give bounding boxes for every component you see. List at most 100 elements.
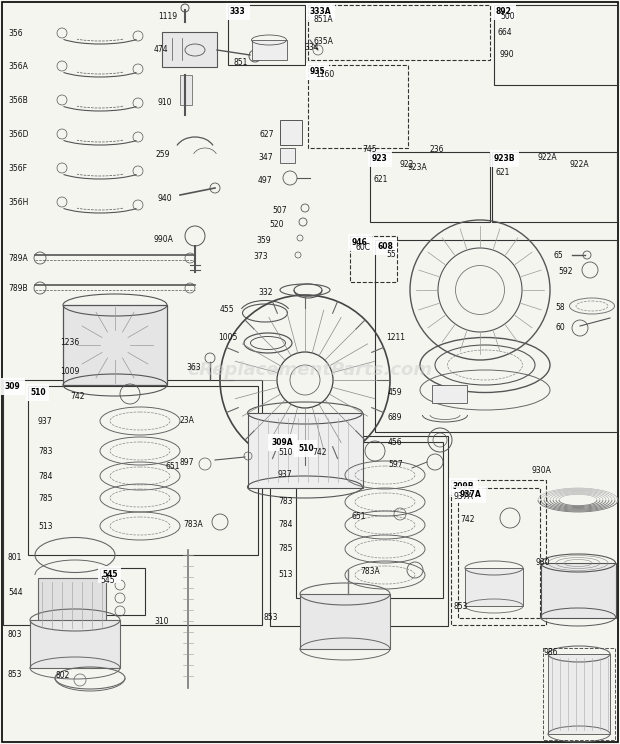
Text: 621: 621	[496, 168, 510, 177]
Text: 332: 332	[258, 288, 273, 297]
Text: 789B: 789B	[8, 284, 28, 293]
Text: 851: 851	[233, 58, 247, 67]
Bar	[300, 594, 390, 649]
Bar	[180, 75, 192, 105]
Bar	[350, 236, 397, 282]
Text: 55: 55	[386, 250, 396, 259]
Text: 742: 742	[460, 515, 474, 524]
Text: 1211: 1211	[386, 333, 405, 342]
Text: 937A: 937A	[460, 490, 482, 499]
Text: 1160: 1160	[315, 70, 334, 79]
Text: 356H: 356H	[8, 198, 29, 207]
Text: 544: 544	[8, 588, 22, 597]
Text: 474: 474	[154, 45, 169, 54]
Text: 259: 259	[155, 150, 169, 159]
Bar	[541, 563, 616, 618]
Text: 1009: 1009	[60, 367, 79, 376]
Bar	[370, 152, 490, 222]
Text: 651: 651	[352, 512, 366, 521]
Text: 363: 363	[186, 363, 201, 372]
Text: 783: 783	[278, 497, 293, 506]
Bar	[280, 120, 302, 145]
Bar	[270, 436, 448, 626]
Bar	[308, 5, 490, 60]
Text: 635A: 635A	[313, 37, 333, 46]
Text: 333A: 333A	[310, 7, 332, 16]
Text: 513: 513	[38, 522, 53, 531]
Text: 783: 783	[38, 447, 53, 456]
Text: 742: 742	[312, 448, 327, 457]
Text: 597: 597	[388, 460, 402, 469]
Text: 333: 333	[230, 7, 246, 16]
Text: 627: 627	[260, 130, 275, 139]
Bar	[451, 480, 546, 625]
Text: 784: 784	[38, 472, 53, 481]
Bar	[162, 32, 217, 67]
Text: 803: 803	[8, 630, 22, 639]
Text: 356F: 356F	[8, 164, 27, 173]
Bar	[38, 578, 106, 633]
Text: 946: 946	[352, 238, 368, 247]
Bar	[228, 5, 305, 65]
Text: 785: 785	[38, 494, 53, 503]
Text: 853: 853	[453, 602, 467, 611]
Text: 853: 853	[263, 613, 278, 622]
Text: 923: 923	[372, 154, 388, 163]
Bar	[375, 240, 617, 432]
Text: 455: 455	[220, 305, 234, 314]
Bar	[28, 386, 258, 555]
Bar	[30, 620, 120, 668]
Text: 651: 651	[165, 462, 180, 471]
Text: 935: 935	[310, 67, 326, 76]
Text: 789A: 789A	[8, 254, 28, 263]
Text: 456: 456	[388, 438, 402, 447]
Text: 459: 459	[388, 388, 402, 397]
Text: 853: 853	[8, 670, 22, 679]
Bar	[458, 488, 540, 618]
Text: 742: 742	[70, 392, 84, 401]
Text: 930A: 930A	[532, 466, 552, 475]
Text: 937A: 937A	[454, 492, 474, 501]
Text: 910: 910	[158, 98, 172, 107]
Text: 783A: 783A	[183, 520, 203, 529]
Bar	[492, 152, 617, 222]
Text: 334: 334	[304, 43, 319, 52]
Text: 1236: 1236	[60, 338, 79, 347]
Text: 923A: 923A	[407, 163, 427, 172]
Text: 592: 592	[558, 267, 572, 276]
Text: 930: 930	[535, 558, 549, 567]
Text: 60: 60	[555, 323, 565, 332]
Text: 922: 922	[400, 160, 414, 169]
Text: 608: 608	[377, 242, 393, 251]
Text: 65: 65	[554, 251, 564, 260]
Bar	[63, 305, 167, 385]
Text: 356D: 356D	[8, 130, 29, 139]
Bar	[548, 654, 610, 734]
Text: 309: 309	[5, 382, 20, 391]
Text: 1119: 1119	[158, 12, 177, 21]
Bar	[494, 5, 618, 85]
Text: 745: 745	[362, 145, 376, 154]
Bar	[280, 148, 295, 163]
Text: 937: 937	[38, 417, 53, 426]
Text: 785: 785	[278, 544, 293, 553]
Bar	[465, 568, 523, 606]
Text: 802: 802	[55, 671, 69, 680]
Bar	[308, 65, 408, 148]
Text: 236: 236	[430, 145, 445, 154]
Bar	[3, 380, 262, 625]
Bar	[100, 568, 145, 615]
Text: 520: 520	[269, 220, 283, 229]
Text: 347: 347	[258, 153, 273, 162]
Text: 510: 510	[278, 448, 293, 457]
Text: 23A: 23A	[180, 416, 195, 425]
Text: 922A: 922A	[537, 153, 557, 162]
Text: 922A: 922A	[570, 160, 590, 169]
Text: 497: 497	[258, 176, 273, 185]
Text: 513: 513	[278, 570, 293, 579]
Text: 309B: 309B	[453, 482, 474, 491]
Text: 851A: 851A	[313, 15, 332, 24]
Text: 923B: 923B	[494, 154, 515, 163]
Text: 990A: 990A	[154, 235, 174, 244]
Text: 507: 507	[272, 206, 286, 215]
